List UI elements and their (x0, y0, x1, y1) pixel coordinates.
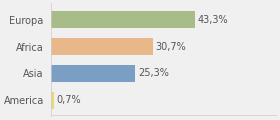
Bar (51, 11, 195, 28)
Bar (51, 92, 54, 109)
Text: 0,7%: 0,7% (56, 95, 81, 105)
Bar (51, 38, 153, 55)
Text: 25,3%: 25,3% (138, 68, 169, 78)
Text: 30,7%: 30,7% (156, 42, 186, 52)
Bar (51, 65, 135, 82)
Text: 43,3%: 43,3% (197, 15, 228, 25)
